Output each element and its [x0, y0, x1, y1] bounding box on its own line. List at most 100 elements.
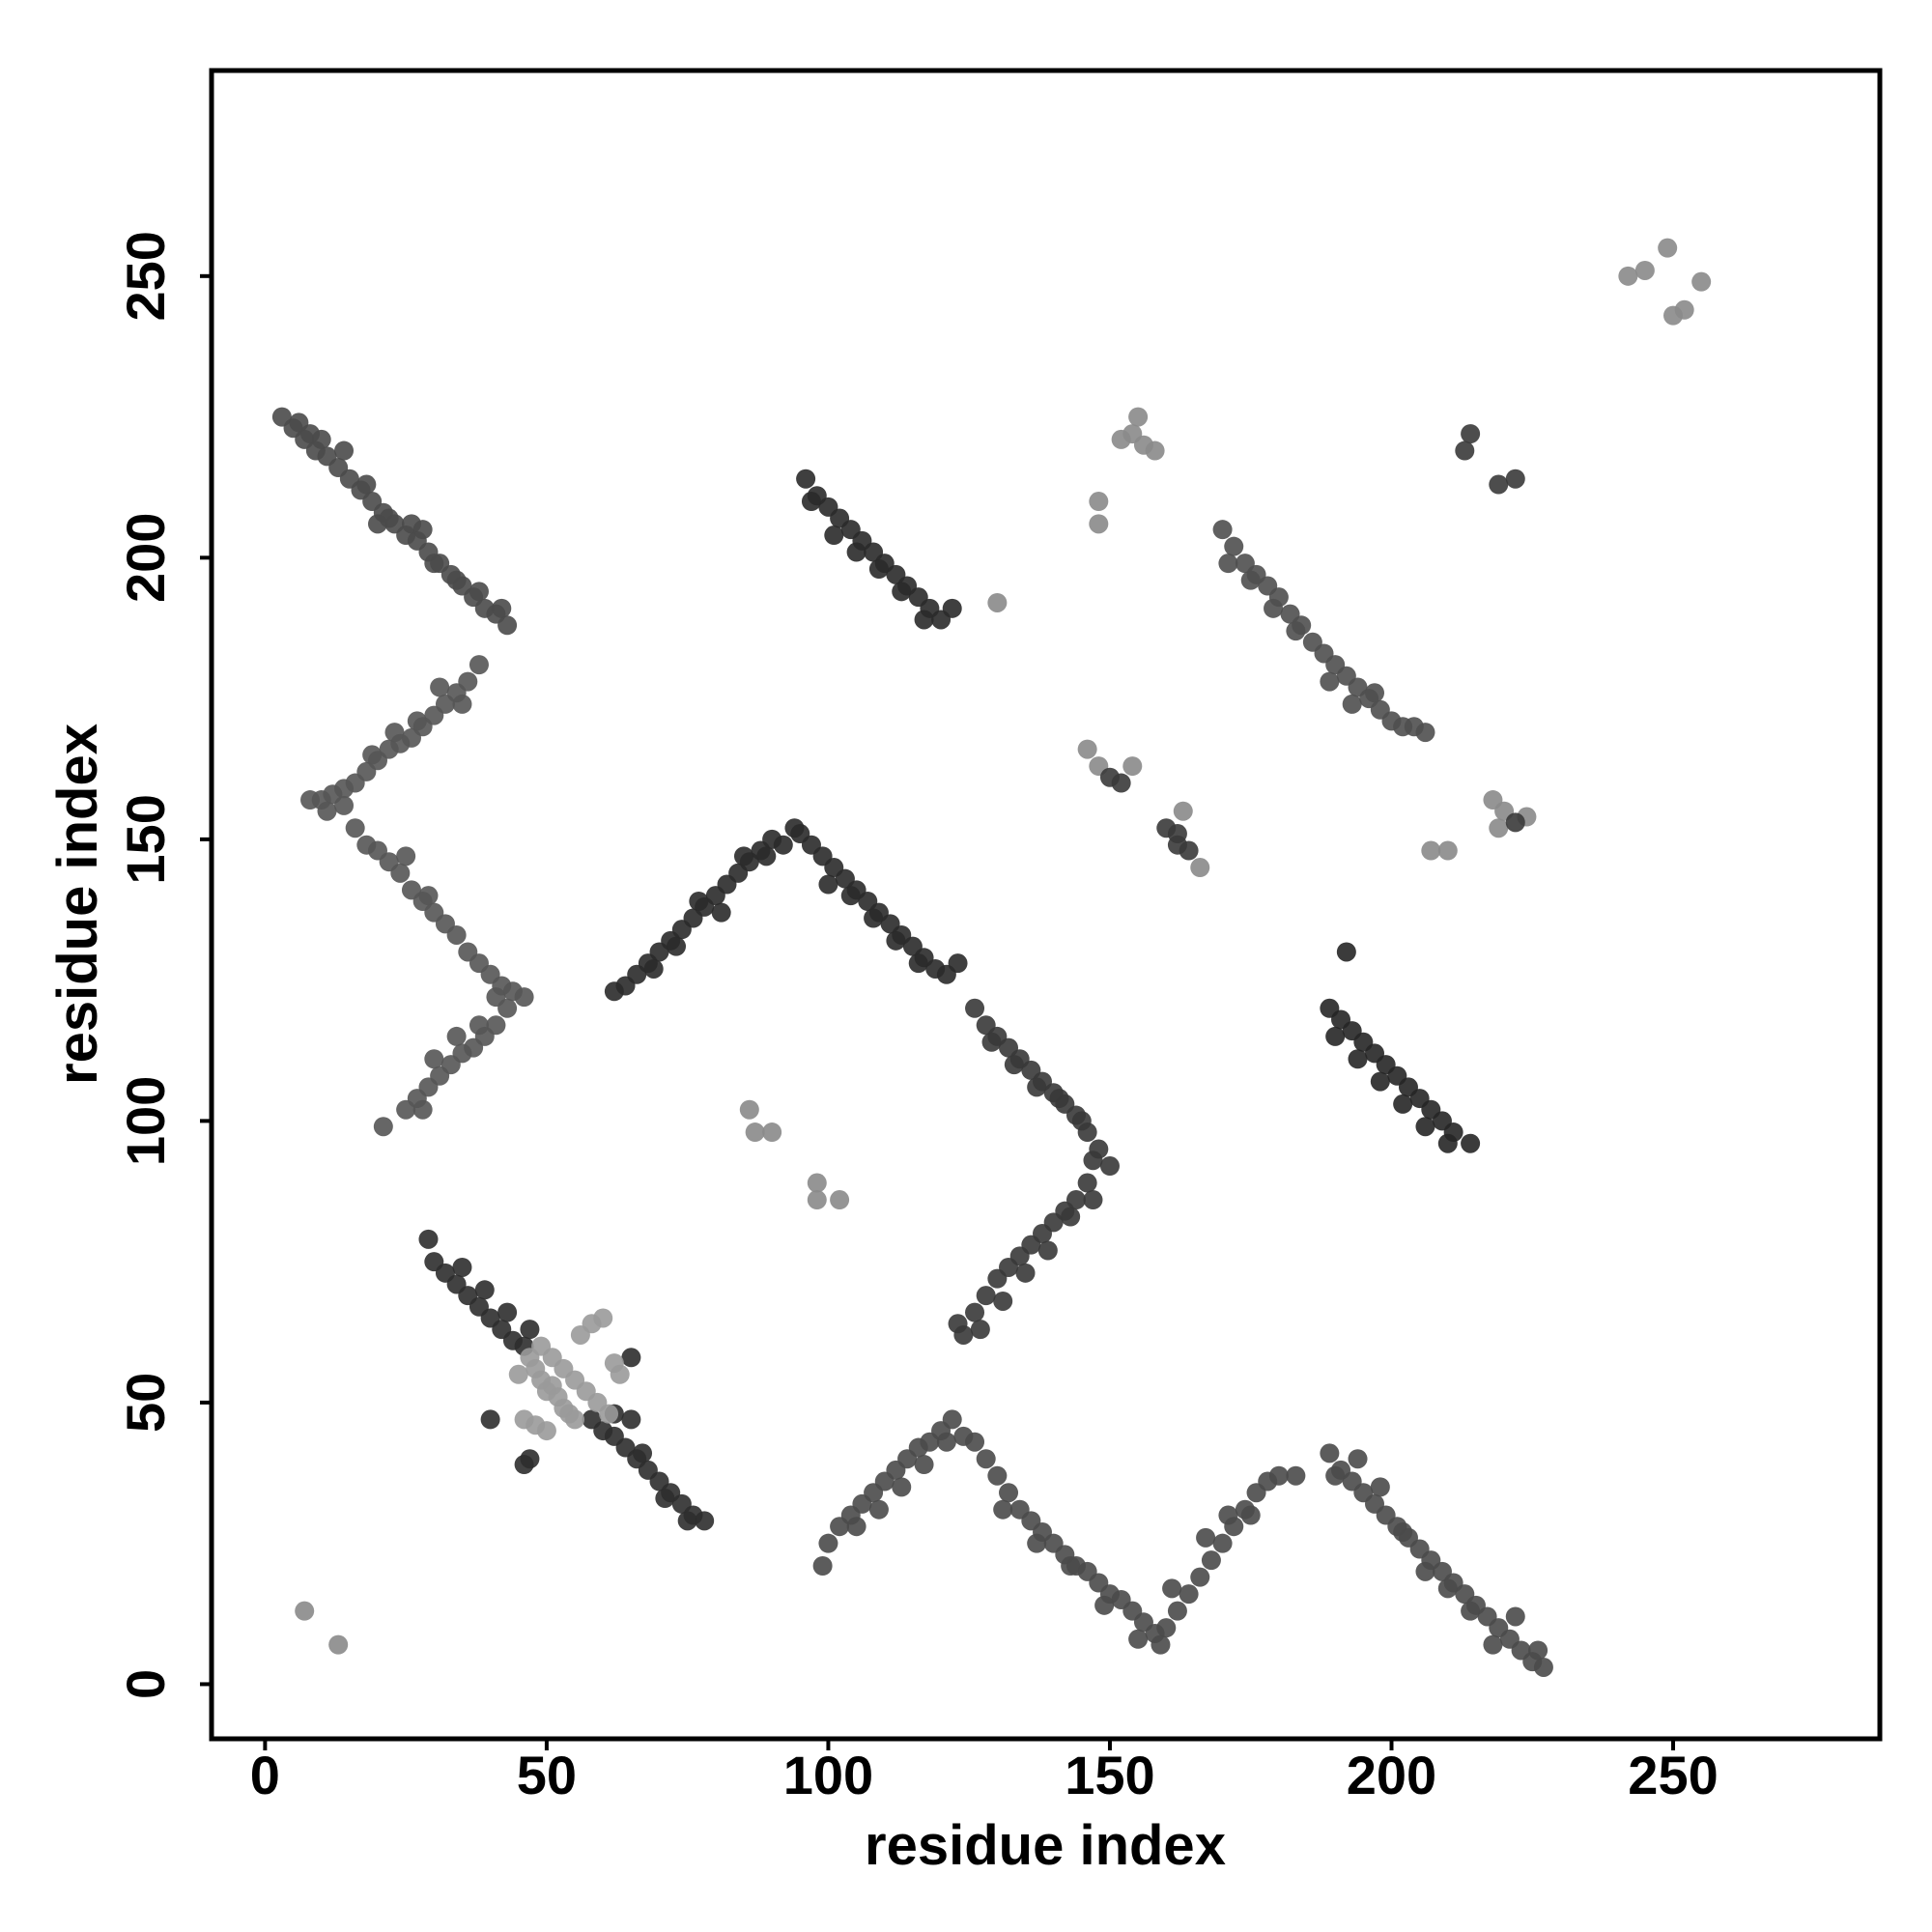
- point: [796, 469, 816, 489]
- point: [345, 818, 365, 838]
- point: [1071, 1111, 1092, 1131]
- x-tick-label: 200: [1347, 1745, 1436, 1805]
- point: [830, 1190, 850, 1210]
- point: [1240, 1505, 1261, 1525]
- point: [497, 615, 518, 636]
- x-tick-label: 0: [250, 1745, 280, 1805]
- point: [334, 795, 355, 815]
- x-tick-label: 150: [1065, 1745, 1154, 1805]
- point: [1162, 1578, 1182, 1599]
- point: [1455, 440, 1475, 461]
- point: [1190, 858, 1210, 878]
- point: [868, 1499, 889, 1520]
- point: [1151, 1634, 1171, 1655]
- point: [1320, 1443, 1340, 1463]
- point: [948, 1314, 968, 1334]
- point: [633, 1443, 653, 1463]
- point: [745, 1122, 765, 1143]
- point: [1618, 266, 1638, 286]
- point: [976, 1286, 996, 1306]
- point: [1461, 1133, 1481, 1153]
- point: [1111, 429, 1131, 449]
- point: [762, 1122, 782, 1143]
- point: [1212, 520, 1233, 540]
- point: [497, 998, 518, 1018]
- point: [1658, 238, 1678, 258]
- point: [1325, 1465, 1346, 1486]
- point: [604, 1353, 624, 1374]
- point: [446, 1026, 467, 1046]
- point: [655, 1489, 675, 1509]
- point: [812, 1556, 833, 1577]
- point: [621, 1348, 641, 1368]
- point: [1264, 598, 1284, 618]
- point: [1167, 835, 1187, 855]
- point: [1218, 1505, 1238, 1525]
- point: [469, 582, 489, 602]
- point: [1179, 1584, 1199, 1605]
- points: [271, 238, 1712, 1677]
- point: [993, 1499, 1013, 1520]
- point: [807, 1190, 827, 1210]
- point: [430, 677, 450, 697]
- point: [1111, 773, 1131, 793]
- y-tick-label: 200: [115, 513, 176, 603]
- point: [1320, 671, 1340, 692]
- y-axis-label: residue index: [46, 724, 109, 1085]
- point: [711, 902, 731, 923]
- point: [1015, 1263, 1036, 1283]
- point: [1065, 1190, 1086, 1210]
- point: [536, 1421, 556, 1441]
- point: [1483, 1634, 1503, 1655]
- point: [1325, 1026, 1346, 1046]
- point: [1083, 1151, 1103, 1171]
- point: [864, 908, 884, 928]
- point: [1634, 260, 1655, 280]
- point: [1421, 840, 1441, 861]
- point: [368, 514, 388, 534]
- point: [412, 520, 433, 540]
- point: [362, 745, 383, 765]
- point: [1083, 1190, 1103, 1210]
- point: [1173, 801, 1193, 821]
- plot-frame: [209, 68, 1883, 1742]
- point: [970, 1320, 990, 1340]
- point: [733, 846, 753, 867]
- point: [390, 863, 411, 883]
- point: [965, 1432, 985, 1452]
- point: [914, 610, 934, 630]
- point: [621, 1409, 641, 1430]
- point: [474, 1280, 495, 1300]
- point: [818, 1533, 838, 1553]
- x-tick-label: 50: [517, 1745, 577, 1805]
- point: [1128, 1629, 1149, 1649]
- point: [300, 790, 321, 810]
- point: [396, 846, 416, 867]
- point: [695, 1511, 715, 1531]
- point: [1365, 683, 1385, 703]
- point: [1089, 514, 1109, 534]
- y-tick-label: 150: [115, 794, 176, 884]
- point: [818, 874, 838, 895]
- point: [981, 1032, 1002, 1052]
- point: [1348, 1049, 1368, 1069]
- point: [1190, 1567, 1210, 1587]
- point: [1415, 1561, 1435, 1581]
- x-axis-label: residue index: [865, 1814, 1226, 1877]
- point: [514, 1455, 534, 1475]
- point: [1027, 1533, 1047, 1553]
- point: [886, 930, 906, 951]
- point: [407, 711, 427, 731]
- point: [469, 1015, 489, 1036]
- point: [1674, 299, 1694, 320]
- point: [914, 1455, 934, 1475]
- point: [987, 592, 1008, 612]
- point: [418, 1229, 439, 1249]
- point: [1370, 1477, 1390, 1497]
- point: [936, 1432, 956, 1452]
- point: [1437, 840, 1458, 861]
- point: [677, 1511, 697, 1531]
- point: [565, 1409, 585, 1430]
- point: [1393, 1094, 1413, 1114]
